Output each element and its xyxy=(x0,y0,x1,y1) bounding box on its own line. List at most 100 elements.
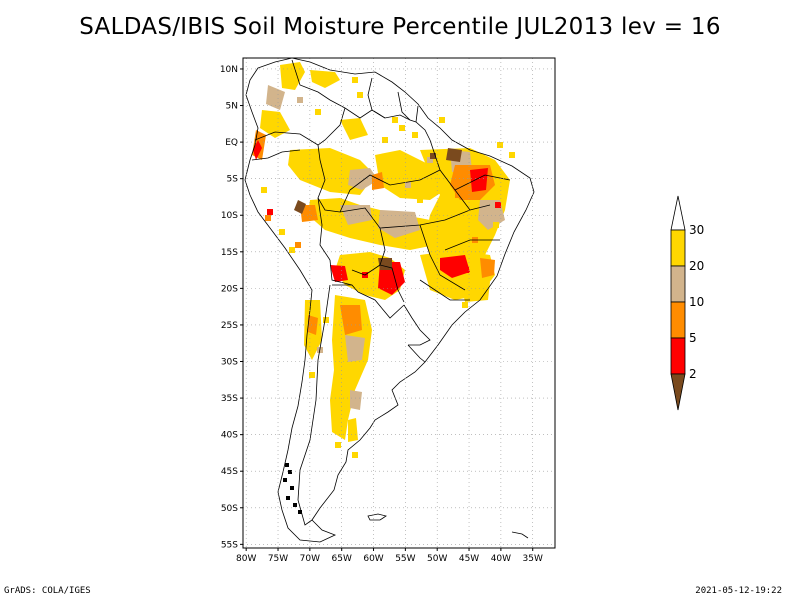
percentile-region xyxy=(378,210,420,238)
lat-tick-label: 40S xyxy=(221,431,238,441)
border-colombia-venezuela xyxy=(291,59,346,109)
colorbar-segment xyxy=(670,265,686,303)
percentile-cell xyxy=(495,202,501,208)
island-cluster xyxy=(285,463,289,467)
percentile-region xyxy=(330,265,348,282)
colorbar-top-arrow xyxy=(670,195,686,231)
percentile-cell xyxy=(392,117,398,123)
lon-tick-label: 60W xyxy=(363,554,383,564)
falkland-islands xyxy=(367,513,387,521)
lat-tick-label: 5N xyxy=(226,102,238,112)
island-cluster xyxy=(283,478,287,482)
colorbar-label: 10 xyxy=(689,295,704,309)
island-cluster xyxy=(288,470,292,474)
lat-tick-label: 50S xyxy=(221,504,238,514)
percentile-cell xyxy=(297,97,303,103)
lon-tick-label: 65W xyxy=(332,554,352,564)
border-brazil-states-3 xyxy=(429,139,471,211)
percentile-region xyxy=(266,85,285,110)
percentile-cell xyxy=(430,153,436,159)
percentile-region xyxy=(300,205,318,222)
percentile-cell xyxy=(323,317,329,323)
border-colombia-ecuador xyxy=(254,131,319,146)
percentile-cell xyxy=(309,372,315,378)
footer-credit: GrADS: COLA/IGES xyxy=(4,586,91,596)
border-paraguay-brazil xyxy=(379,264,405,303)
percentile-cell xyxy=(405,182,411,188)
percentile-cell xyxy=(509,152,515,158)
percentile-region xyxy=(470,168,488,192)
lat-lon-grid xyxy=(240,58,555,551)
percentile-region xyxy=(348,418,358,442)
lat-tick-label: 15S xyxy=(221,248,238,258)
percentile-region xyxy=(294,200,306,214)
lat-tick-label: 30S xyxy=(221,358,238,368)
border-brazil-venezuela xyxy=(344,107,431,141)
lon-tick-label: 70W xyxy=(300,554,320,564)
percentile-cell xyxy=(462,302,468,308)
island-cluster xyxy=(290,486,294,490)
border-brazil-states-4 xyxy=(339,169,441,213)
percentile-region xyxy=(340,305,362,335)
percentile-region xyxy=(378,262,405,295)
border-brazil-states-1 xyxy=(379,204,491,229)
percentile-region xyxy=(308,198,440,250)
percentile-region xyxy=(446,148,462,162)
lat-tick-label: 25S xyxy=(221,321,238,331)
percentile-cell xyxy=(289,247,295,253)
border-bolivia-paraguay xyxy=(351,264,381,276)
lon-tick-label: 45W xyxy=(459,554,479,564)
percentile-cell xyxy=(352,77,358,83)
percentile-cell xyxy=(279,229,285,235)
percentile-region xyxy=(348,168,378,190)
percentile-fill-layer xyxy=(252,62,515,514)
island-cluster xyxy=(298,510,302,514)
percentile-cell xyxy=(295,242,301,248)
border-argentina-bolivia xyxy=(332,284,359,293)
percentile-cell xyxy=(455,192,461,198)
percentile-cell xyxy=(267,209,273,215)
colorbar-segment xyxy=(670,229,686,267)
border-brazil-states-5 xyxy=(454,174,511,191)
percentile-cell xyxy=(497,142,503,148)
percentile-region xyxy=(345,335,365,362)
border-paraguay-argentina xyxy=(357,291,405,319)
colorbar-segment xyxy=(670,301,686,339)
border-chile-bolivia xyxy=(329,259,353,286)
colorbar-bottom-arrow xyxy=(670,373,686,411)
lat-tick-label: 55S xyxy=(221,540,238,550)
colorbar-segment xyxy=(670,337,686,375)
lon-tick-label: 80W xyxy=(236,554,256,564)
border-brazil-states-2 xyxy=(419,224,466,291)
lat-tick-label: 10S xyxy=(221,211,238,221)
border-brazil-states-6 xyxy=(444,239,500,251)
percentile-region xyxy=(460,280,490,302)
lat-tick-label: 5S xyxy=(227,175,239,185)
percentile-region xyxy=(280,62,305,90)
percentile-cell xyxy=(399,125,405,131)
lat-tick-label: 45S xyxy=(221,467,238,477)
south-georgia xyxy=(511,531,529,539)
percentile-region xyxy=(350,390,362,410)
border-venezuela-guyana xyxy=(367,77,386,119)
border-suriname-guiana xyxy=(415,105,419,123)
percentile-cell xyxy=(352,452,358,458)
lat-tick-label: 10N xyxy=(220,65,238,75)
colorbar-label: 20 xyxy=(689,259,704,273)
percentile-cell xyxy=(382,137,388,143)
lon-tick-label: 55W xyxy=(395,554,415,564)
border-ecuador-peru xyxy=(251,149,301,161)
percentile-region xyxy=(253,140,262,160)
percentile-cell xyxy=(357,92,363,98)
percentile-cell xyxy=(427,157,433,163)
lon-tick-label: 75W xyxy=(268,554,288,564)
border-peru-bolivia xyxy=(317,197,331,261)
percentile-region xyxy=(440,255,470,278)
percentile-region xyxy=(308,315,318,335)
percentile-cell xyxy=(493,222,499,228)
footer-timestamp: 2021-05-12-19:22 xyxy=(695,586,782,596)
percentile-region xyxy=(310,70,340,88)
map-title: SALDAS/IBIS Soil Moisture Percentile JUL… xyxy=(79,14,721,40)
percentile-cell xyxy=(315,109,321,115)
border-guyana-suriname xyxy=(397,91,411,121)
